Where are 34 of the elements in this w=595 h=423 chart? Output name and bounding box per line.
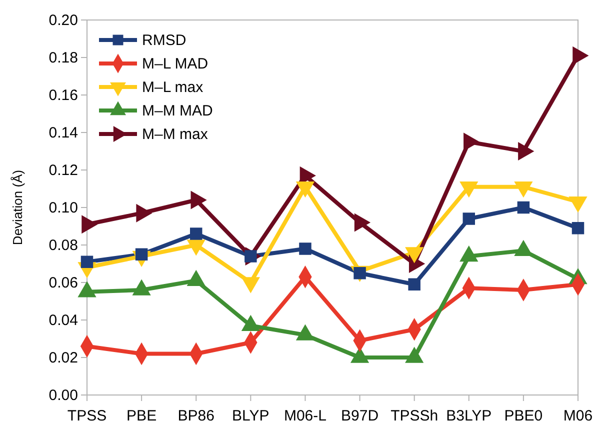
x-tick-label: PBE bbox=[126, 408, 157, 423]
point bbox=[572, 222, 584, 234]
x-tick-label: B3LYP bbox=[446, 408, 492, 423]
point bbox=[517, 201, 530, 214]
y-axis-title: Deviation (Å) bbox=[10, 170, 25, 246]
y-tick-label: 0.10 bbox=[48, 199, 78, 216]
x-tick-label: TPSSh bbox=[390, 408, 438, 423]
x-tick-label: BP86 bbox=[178, 408, 214, 423]
point bbox=[80, 256, 94, 268]
point bbox=[190, 228, 202, 240]
y-tick-label: 0.04 bbox=[48, 312, 78, 329]
point bbox=[462, 212, 476, 225]
x-tick-label: M06-L bbox=[284, 408, 326, 423]
y-tick-label: 0.16 bbox=[48, 86, 78, 104]
y-tick-label: 0.02 bbox=[48, 349, 78, 366]
y-tick-label: 0.08 bbox=[48, 236, 78, 254]
x-tick-label: PBE0 bbox=[504, 408, 543, 423]
legend-label: M–L MAD bbox=[142, 56, 208, 72]
point bbox=[299, 242, 312, 255]
legend-label: M–L max bbox=[142, 79, 204, 96]
y-tick-label: 0.00 bbox=[48, 386, 78, 404]
y-tick-label: 0.18 bbox=[48, 49, 78, 66]
x-tick-label: B97D bbox=[341, 408, 379, 423]
legend-label: M–M MAD bbox=[142, 102, 213, 120]
y-tick-label: 0.12 bbox=[48, 162, 78, 179]
x-tick-label: M06 bbox=[563, 408, 593, 423]
legend-label: M–M max bbox=[142, 126, 208, 143]
y-tick-label: 0.14 bbox=[48, 124, 78, 142]
point bbox=[408, 278, 420, 290]
y-tick-label: 0.06 bbox=[48, 274, 78, 292]
legend-label: RMSD bbox=[142, 32, 186, 49]
x-tick-label: TPSS bbox=[67, 408, 107, 423]
y-tick-label: 0.20 bbox=[48, 12, 78, 29]
x-tick-label: BLYP bbox=[232, 408, 270, 423]
